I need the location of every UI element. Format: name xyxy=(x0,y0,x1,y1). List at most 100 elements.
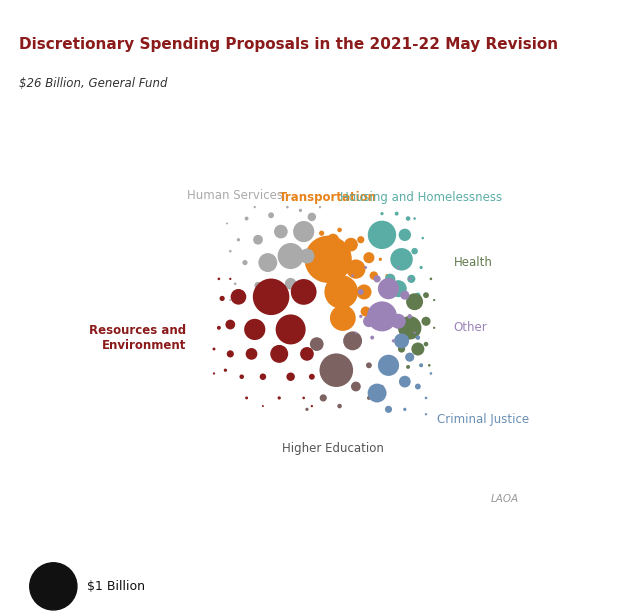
Circle shape xyxy=(406,293,423,310)
Circle shape xyxy=(346,260,365,279)
Circle shape xyxy=(227,351,234,357)
Circle shape xyxy=(29,563,77,610)
Circle shape xyxy=(408,278,411,281)
Circle shape xyxy=(243,260,248,265)
Circle shape xyxy=(390,248,413,271)
Circle shape xyxy=(310,405,313,407)
Circle shape xyxy=(308,212,316,221)
Circle shape xyxy=(259,253,277,272)
Circle shape xyxy=(270,345,288,363)
Circle shape xyxy=(363,316,375,327)
Circle shape xyxy=(419,363,423,367)
Circle shape xyxy=(390,359,393,362)
Text: Housing and Homelessness: Housing and Homelessness xyxy=(340,191,502,204)
Circle shape xyxy=(374,240,380,246)
Circle shape xyxy=(366,362,372,368)
Text: LAOA: LAOA xyxy=(491,494,519,504)
Text: Discretionary Spending Proposals in the 2021-22 May Revision: Discretionary Spending Proposals in the … xyxy=(19,37,558,52)
Circle shape xyxy=(422,237,424,239)
Circle shape xyxy=(378,355,399,376)
Text: $26 Billion, General Fund: $26 Billion, General Fund xyxy=(19,77,168,90)
Text: Resources and
Environment: Resources and Environment xyxy=(89,324,186,352)
Circle shape xyxy=(278,243,304,269)
Circle shape xyxy=(407,275,415,283)
Circle shape xyxy=(310,337,324,351)
Circle shape xyxy=(423,292,429,298)
Text: Other: Other xyxy=(454,321,488,334)
Text: Figure 3: Figure 3 xyxy=(8,8,65,21)
Circle shape xyxy=(343,332,362,351)
Circle shape xyxy=(217,326,221,330)
Circle shape xyxy=(287,373,295,381)
Circle shape xyxy=(229,250,232,252)
Circle shape xyxy=(379,258,382,261)
Text: Higher Education: Higher Education xyxy=(282,442,384,455)
Circle shape xyxy=(324,275,358,309)
Circle shape xyxy=(277,290,282,294)
Circle shape xyxy=(255,282,262,289)
Circle shape xyxy=(253,279,289,315)
Circle shape xyxy=(413,332,416,334)
Circle shape xyxy=(291,279,317,305)
Circle shape xyxy=(274,225,288,238)
Circle shape xyxy=(285,278,296,290)
Circle shape xyxy=(276,314,306,344)
Circle shape xyxy=(385,406,392,413)
Circle shape xyxy=(359,315,362,318)
Circle shape xyxy=(224,368,227,372)
Circle shape xyxy=(382,310,385,313)
Circle shape xyxy=(395,212,399,216)
Circle shape xyxy=(244,319,266,340)
Circle shape xyxy=(424,342,428,346)
Circle shape xyxy=(369,271,378,280)
Circle shape xyxy=(405,352,414,362)
Circle shape xyxy=(344,238,358,252)
Circle shape xyxy=(356,284,372,300)
Circle shape xyxy=(380,212,383,216)
Circle shape xyxy=(262,405,264,407)
Circle shape xyxy=(364,266,367,269)
Circle shape xyxy=(305,408,308,411)
Circle shape xyxy=(415,335,420,340)
Circle shape xyxy=(355,332,357,334)
Circle shape xyxy=(425,397,428,399)
Circle shape xyxy=(400,290,410,300)
Text: Health: Health xyxy=(454,256,493,269)
Circle shape xyxy=(278,396,281,400)
Circle shape xyxy=(399,376,411,387)
Circle shape xyxy=(302,397,305,399)
Circle shape xyxy=(305,236,352,283)
Circle shape xyxy=(268,212,274,218)
Circle shape xyxy=(220,296,225,301)
Circle shape xyxy=(364,252,374,263)
Circle shape xyxy=(319,231,324,236)
Circle shape xyxy=(226,222,228,224)
Circle shape xyxy=(218,278,220,280)
Circle shape xyxy=(229,278,232,280)
Circle shape xyxy=(433,327,435,329)
Circle shape xyxy=(300,249,314,263)
Circle shape xyxy=(239,375,244,379)
Circle shape xyxy=(367,396,371,400)
Circle shape xyxy=(310,228,314,231)
Circle shape xyxy=(429,372,432,375)
Circle shape xyxy=(293,221,314,242)
Circle shape xyxy=(367,384,387,403)
Circle shape xyxy=(358,289,364,295)
Circle shape xyxy=(337,404,342,408)
Circle shape xyxy=(412,343,424,356)
Circle shape xyxy=(330,305,356,331)
Circle shape xyxy=(397,266,399,269)
Circle shape xyxy=(327,234,339,246)
Circle shape xyxy=(415,293,420,298)
Circle shape xyxy=(406,365,410,369)
Circle shape xyxy=(390,280,407,297)
Circle shape xyxy=(370,336,374,340)
Circle shape xyxy=(419,266,423,269)
Circle shape xyxy=(319,206,321,208)
Circle shape xyxy=(374,275,381,282)
Circle shape xyxy=(246,348,257,360)
Circle shape xyxy=(212,348,216,351)
Circle shape xyxy=(319,354,353,387)
Circle shape xyxy=(408,314,412,319)
